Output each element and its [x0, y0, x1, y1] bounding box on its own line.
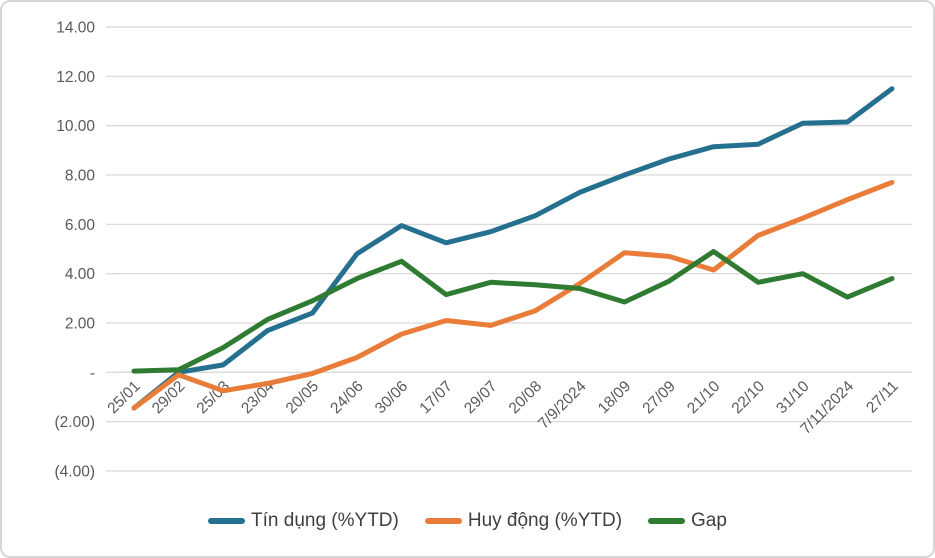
x-tick-label: 25/01: [104, 378, 143, 417]
x-tick-label: 7/9/2024: [535, 378, 590, 433]
y-tick-label: 8.00: [65, 168, 96, 185]
legend-swatch-icon: [424, 518, 462, 524]
legend-swatch-icon: [208, 518, 246, 524]
y-tick-label: (4.00): [55, 463, 96, 480]
x-tick-label: 18/09: [595, 378, 634, 417]
y-axis-tick-marks: [106, 26, 115, 472]
x-tick-label: 31/10: [773, 378, 813, 418]
y-tick-label: 6.00: [65, 217, 96, 234]
y-tick-label: (2.00): [55, 414, 96, 431]
legend-item: Huy động (%YTD): [424, 510, 623, 532]
y-axis-labels: (4.00) (2.00) - 2.00 4.00 6.00 8.00 10.00 12.00 1…: [55, 20, 96, 481]
series-lines: [131, 86, 895, 411]
y-tick-label: 10.00: [56, 118, 95, 135]
x-tick-label: 17/07: [416, 378, 455, 417]
y-tick-label: 4.00: [65, 266, 96, 283]
x-axis-labels: 25/01 29/02 25/03 23/04 20/05 24/06 30/06 17/07…: [104, 378, 901, 438]
y-tick-label: -: [90, 365, 95, 382]
x-tick-label: 24/06: [327, 378, 366, 417]
legend-item: Tín dụng (%YTD): [208, 510, 399, 532]
legend: Tín dụng (%YTD) Huy động (%YTD) Gap: [2, 510, 933, 532]
x-tick-label: 30/06: [372, 378, 411, 417]
x-tick-label: 29/07: [461, 378, 500, 417]
series-line-gap: [131, 249, 895, 374]
x-tick-label: 27/09: [639, 378, 678, 417]
series-line-t-n-d-ng-ytd: [131, 86, 895, 411]
legend-item: Gap: [648, 510, 727, 532]
x-tick-label: 22/10: [729, 378, 769, 418]
legend-label: Huy động (%YTD): [467, 510, 623, 531]
x-tick-label: 21/10: [684, 378, 724, 418]
x-tick-label: 20/05: [283, 378, 322, 417]
x-tick-label: 20/08: [506, 378, 545, 417]
y-tick-label: 14.00: [56, 20, 95, 37]
x-tick-label: 27/11: [863, 378, 902, 417]
series-line-huy-ng-ytd: [131, 179, 895, 411]
legend-label: Tín dụng (%YTD): [251, 510, 399, 531]
legend-label: Gap: [691, 510, 727, 531]
y-tick-label: 2.00: [65, 315, 96, 332]
legend-swatch-icon: [648, 518, 686, 524]
y-tick-label: 12.00: [56, 69, 95, 86]
